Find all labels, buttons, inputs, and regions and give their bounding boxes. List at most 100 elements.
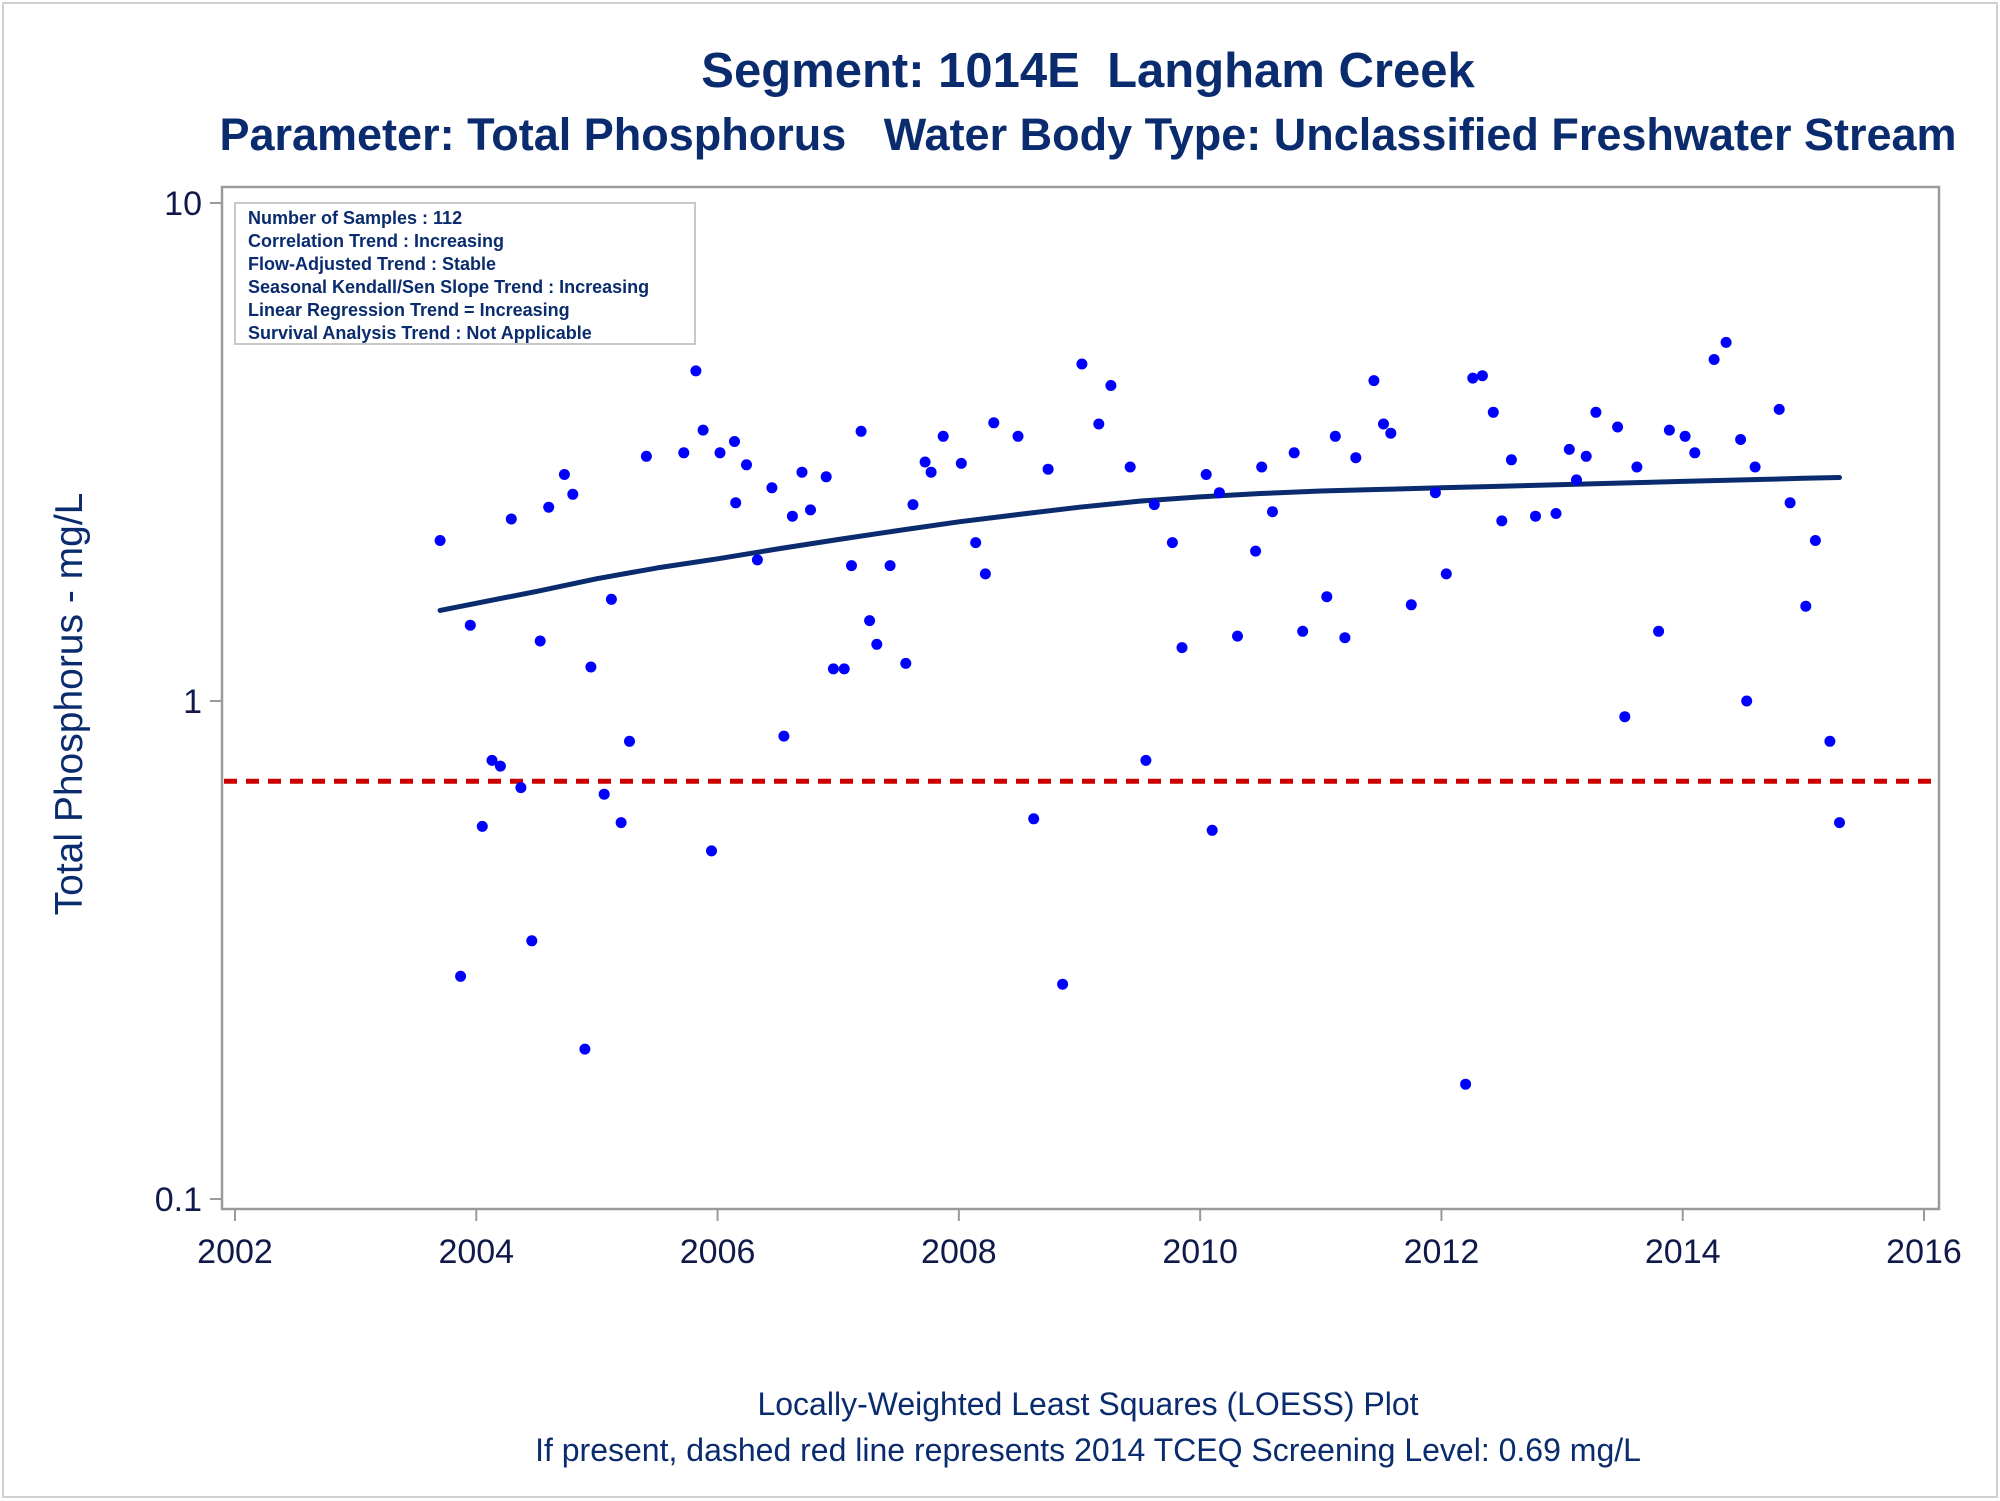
data-point xyxy=(730,497,742,509)
data-point xyxy=(579,1043,591,1055)
x-tick-label: 2004 xyxy=(438,1233,514,1271)
data-point xyxy=(486,754,498,766)
data-point xyxy=(690,365,702,377)
x-tick-label: 2016 xyxy=(1886,1233,1962,1271)
data-point xyxy=(955,457,967,469)
data-point xyxy=(1735,434,1747,445)
data-point xyxy=(778,730,790,742)
data-point xyxy=(1590,406,1602,418)
data-point xyxy=(796,466,808,478)
data-point xyxy=(871,638,883,650)
data-point xyxy=(1166,537,1178,549)
data-point xyxy=(1124,461,1136,473)
data-point xyxy=(1631,461,1643,473)
data-point xyxy=(714,447,726,459)
data-point xyxy=(1530,510,1541,522)
data-point xyxy=(567,488,579,500)
data-point xyxy=(434,535,446,546)
data-point xyxy=(1571,474,1582,486)
data-point xyxy=(1429,487,1441,499)
data-point xyxy=(838,663,850,675)
loess-fit-line xyxy=(437,475,1842,613)
data-point xyxy=(605,593,617,605)
data-point xyxy=(1288,447,1300,459)
data-point xyxy=(864,615,876,627)
data-point xyxy=(1689,447,1701,459)
data-point xyxy=(515,782,527,794)
stats-line-5: Linear Regression Trend = Increasing xyxy=(248,300,570,320)
x-tick-label: 2008 xyxy=(921,1233,997,1271)
data-point xyxy=(925,466,937,478)
data-point xyxy=(1339,632,1351,644)
data-point xyxy=(1809,535,1821,546)
data-point xyxy=(1487,406,1499,418)
data-point xyxy=(1824,735,1836,747)
data-point xyxy=(1140,754,1152,766)
data-point xyxy=(846,560,857,572)
data-point xyxy=(1563,443,1575,455)
data-point xyxy=(598,788,610,800)
data-point xyxy=(1385,427,1397,439)
data-point xyxy=(494,760,506,772)
data-point xyxy=(455,970,467,982)
data-point xyxy=(1297,625,1309,637)
plot-frame xyxy=(220,185,1941,1211)
data-point xyxy=(1093,418,1105,430)
data-point xyxy=(937,430,949,442)
footnote-2: If present, dashed red line represents 2… xyxy=(535,1432,1641,1468)
data-point xyxy=(1784,497,1796,509)
data-point xyxy=(855,425,867,437)
data-point xyxy=(615,817,627,829)
chart-title: Segment: 1014E Langham Creek xyxy=(701,44,1475,98)
y-tick-label: 1 xyxy=(183,683,202,721)
footnote-1: Locally-Weighted Least Squares (LOESS) P… xyxy=(757,1386,1418,1422)
data-point xyxy=(1476,370,1488,382)
data-point xyxy=(741,459,752,471)
data-point xyxy=(697,424,709,436)
data-point xyxy=(1834,817,1845,829)
data-point xyxy=(1496,515,1508,527)
data-point xyxy=(1653,625,1665,637)
data-point xyxy=(585,661,597,673)
data-point xyxy=(1663,424,1675,436)
data-point xyxy=(827,663,839,675)
x-tick-label: 2014 xyxy=(1645,1233,1721,1271)
data-point xyxy=(558,469,570,480)
stats-line-2: Correlation Trend : Increasing xyxy=(248,231,504,251)
data-point xyxy=(919,456,931,468)
data-point xyxy=(1460,1078,1472,1090)
y-tick-label: 0.1 xyxy=(155,1181,202,1219)
data-point xyxy=(476,820,488,832)
data-point xyxy=(1708,354,1720,365)
data-point xyxy=(1679,430,1691,442)
data-point xyxy=(678,447,690,459)
stats-line-3: Flow-Adjusted Trend : Stable xyxy=(248,254,496,274)
data-point xyxy=(1213,487,1225,499)
data-point xyxy=(1206,824,1218,836)
data-point xyxy=(1612,421,1624,433)
x-tick-label: 2012 xyxy=(1404,1233,1480,1271)
data-point xyxy=(786,510,798,522)
trend-chart: Segment: 1014E Langham Creek Parameter: … xyxy=(48,44,1962,1468)
data-point xyxy=(1267,506,1278,518)
stats-box-border xyxy=(234,202,696,345)
data-point xyxy=(820,471,832,483)
data-point xyxy=(1800,600,1812,612)
data-point xyxy=(1720,336,1732,348)
data-point xyxy=(1550,508,1562,519)
data-point xyxy=(900,657,912,669)
x-tick-label: 2010 xyxy=(1162,1233,1238,1271)
data-point xyxy=(1012,430,1024,442)
data-point xyxy=(1749,461,1761,473)
data-point xyxy=(1378,418,1389,430)
data-point xyxy=(543,501,555,513)
data-point xyxy=(988,417,1000,429)
stats-line-6: Survival Analysis Trend : Not Applicable xyxy=(248,323,592,343)
data-point xyxy=(1405,599,1417,611)
data-point xyxy=(907,499,919,511)
data-point xyxy=(751,554,763,566)
chart-subtitle: Parameter: Total Phosphorus Water Body T… xyxy=(219,109,1956,160)
data-point xyxy=(640,450,652,462)
data-point xyxy=(729,436,740,447)
